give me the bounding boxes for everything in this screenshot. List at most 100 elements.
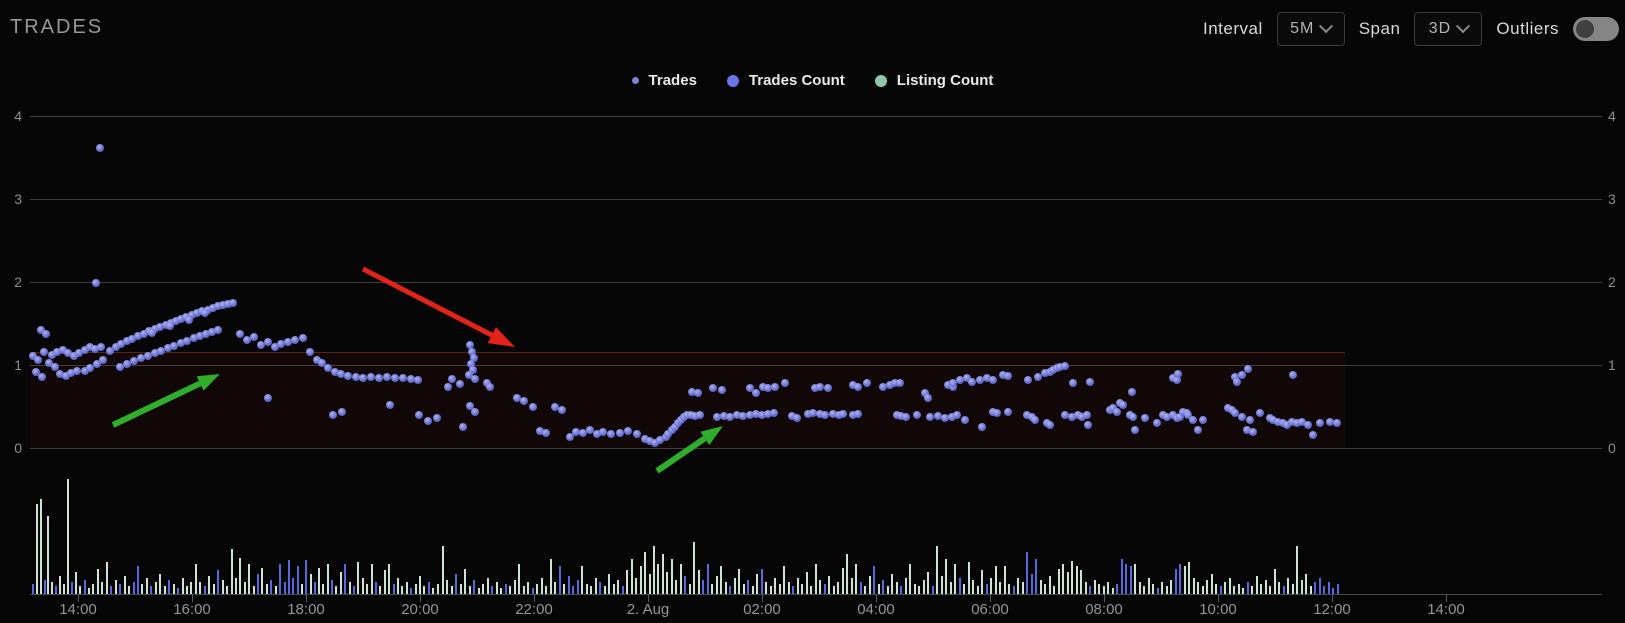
scatter-point-trade (465, 371, 473, 379)
scatter-point-trade (897, 412, 905, 420)
listing-count-bar (1310, 586, 1312, 594)
listing-count-bar (1143, 586, 1145, 594)
outliers-label: Outliers (1496, 19, 1559, 38)
listing-count-bar (106, 562, 108, 594)
x-axis-tick (306, 594, 307, 602)
listing-count-bar (878, 584, 880, 594)
listing-count-bar (266, 584, 268, 594)
scatter-point-trade (1083, 411, 1091, 419)
scatter-point-trade (53, 348, 61, 356)
listing-count-bar (88, 588, 90, 594)
x-axis-tick (1332, 594, 1333, 602)
x-axis-label: 02:00 (743, 601, 781, 618)
trades-count-bar (344, 564, 346, 594)
scatter-point-trade (471, 375, 479, 383)
scatter-point-trade (921, 389, 929, 397)
scatter-point-trade (1244, 365, 1252, 373)
listing-count-bar (1170, 580, 1172, 594)
listing-count-bar (788, 582, 790, 594)
span-select[interactable]: 3D (1414, 12, 1483, 46)
scatter-point-trade (1238, 371, 1246, 379)
scatter-point-trade (444, 383, 452, 391)
trades-count-bar (1175, 569, 1177, 594)
scatter-point-trade (1163, 413, 1171, 421)
scatter-point-trade (1004, 408, 1012, 416)
x-axis-tick (876, 594, 877, 602)
listing-count-bar (752, 586, 754, 594)
scatter-point-trade (1288, 418, 1296, 426)
trades-count-bar (1116, 584, 1118, 594)
scatter-point-trade (128, 335, 136, 343)
trades-count-bar (305, 560, 307, 594)
listing-count-bar (644, 552, 646, 594)
trades-count-bar (1337, 584, 1339, 594)
scatter-point-trade (40, 348, 48, 356)
scatter-point-trade (696, 411, 704, 419)
scatter-point-trade (651, 439, 659, 447)
listing-count-bar (482, 584, 484, 594)
listing-count-bar (59, 576, 61, 594)
scatter-point-trade (73, 367, 81, 375)
scatter-point-trade (337, 370, 345, 378)
scatter-point-trade (759, 383, 767, 391)
scatter-point-trade (448, 375, 456, 383)
trades-count-bar (900, 586, 902, 594)
y-axis-label-left: 0 (14, 440, 22, 456)
scatter-point-trade (1046, 421, 1054, 429)
trades-count-bar (375, 582, 377, 594)
listing-count-bar (362, 578, 364, 594)
scatter-point-trade (91, 345, 99, 353)
scatter-point-trade (344, 372, 352, 380)
scatter-point-trade (968, 378, 976, 386)
listing-count-bar (711, 584, 713, 594)
legend-item-listing-count[interactable]: Listing Count (874, 72, 994, 89)
scatter-point-trade (1129, 413, 1137, 421)
scatter-point-trade (934, 412, 942, 420)
trades-count-bar (353, 586, 355, 594)
scatter-point-trade (123, 337, 131, 345)
scatter-point-trade (407, 375, 415, 383)
listing-count-bar (366, 584, 368, 594)
scatter-point-trade (140, 330, 148, 338)
listing-count-bar (478, 588, 480, 594)
listing-count-bar (388, 564, 390, 594)
scatter-point-trade (633, 430, 641, 438)
listing-count-bar (698, 570, 700, 594)
scatter-point-trade (468, 348, 476, 356)
outliers-toggle[interactable] (1573, 17, 1619, 41)
listing-count-bar (253, 586, 255, 594)
interval-label: Interval (1202, 19, 1263, 38)
scatter-point-trade (849, 381, 857, 389)
trades-count-bar (428, 582, 430, 594)
scatter-point-trade (944, 381, 952, 389)
scatter-point-trade (331, 368, 339, 376)
listing-count-bar (1071, 561, 1073, 594)
chart-controls: Interval 5M Span 3D Outliers (1203, 10, 1619, 48)
scatter-point-trade (536, 427, 544, 435)
listing-count-bar (828, 576, 830, 594)
x-axis-label: 04:00 (857, 601, 895, 618)
listing-count-bar (945, 559, 947, 594)
scatter-point-trade (709, 384, 717, 392)
scatter-point-trade (793, 414, 801, 422)
listing-count-bar (432, 588, 434, 594)
scatter-point-trade (1246, 416, 1254, 424)
legend-item-trades[interactable]: Trades (631, 72, 697, 89)
legend-label: Listing Count (896, 72, 994, 89)
scatter-point-trade (151, 325, 159, 333)
listing-count-bar (79, 586, 81, 594)
scatter-point-trade (1086, 378, 1094, 386)
x-axis-label: 14:00 (1427, 601, 1465, 618)
interval-select[interactable]: 5M (1276, 12, 1345, 46)
legend-item-trades-count[interactable]: Trades Count (726, 72, 845, 89)
scatter-point-trade (172, 317, 180, 325)
scatter-point-trade (383, 373, 391, 381)
scatter-point-trade (1256, 409, 1264, 417)
listing-count-bar (509, 586, 511, 594)
listing-count-bar (1274, 569, 1276, 594)
listing-count-bar (1148, 578, 1150, 594)
scatter-point-trade (67, 369, 75, 377)
listing-count-bar (199, 582, 201, 594)
listing-count-bar (649, 574, 651, 594)
